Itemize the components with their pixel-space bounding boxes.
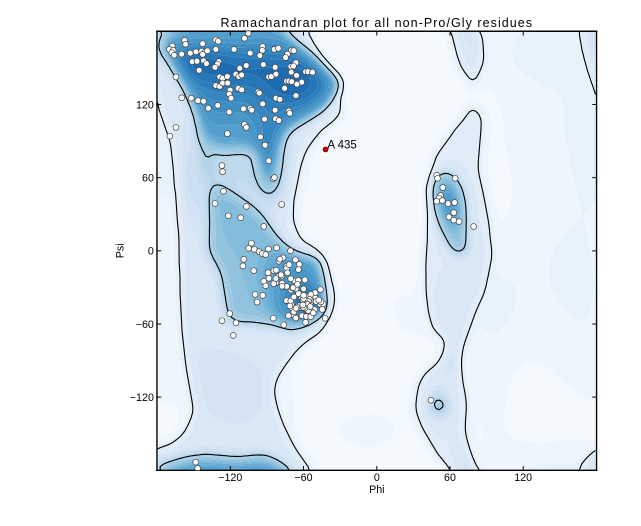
svg-text:60: 60 xyxy=(444,472,456,484)
svg-text:Psi: Psi xyxy=(114,243,126,258)
svg-text:−60: −60 xyxy=(294,472,312,484)
svg-text:120: 120 xyxy=(514,472,532,484)
svg-text:Ramachandran plot for all non-: Ramachandran plot for all non-Pro/Gly re… xyxy=(221,16,534,30)
svg-text:0: 0 xyxy=(148,246,154,258)
svg-text:120: 120 xyxy=(136,99,154,111)
svg-text:Phi: Phi xyxy=(369,484,384,496)
svg-text:0: 0 xyxy=(374,472,380,484)
svg-text:60: 60 xyxy=(142,173,154,185)
svg-text:−60: −60 xyxy=(136,319,154,331)
svg-text:−120: −120 xyxy=(130,392,154,404)
svg-text:−120: −120 xyxy=(218,472,242,484)
svg-text:A 435: A 435 xyxy=(327,139,356,151)
